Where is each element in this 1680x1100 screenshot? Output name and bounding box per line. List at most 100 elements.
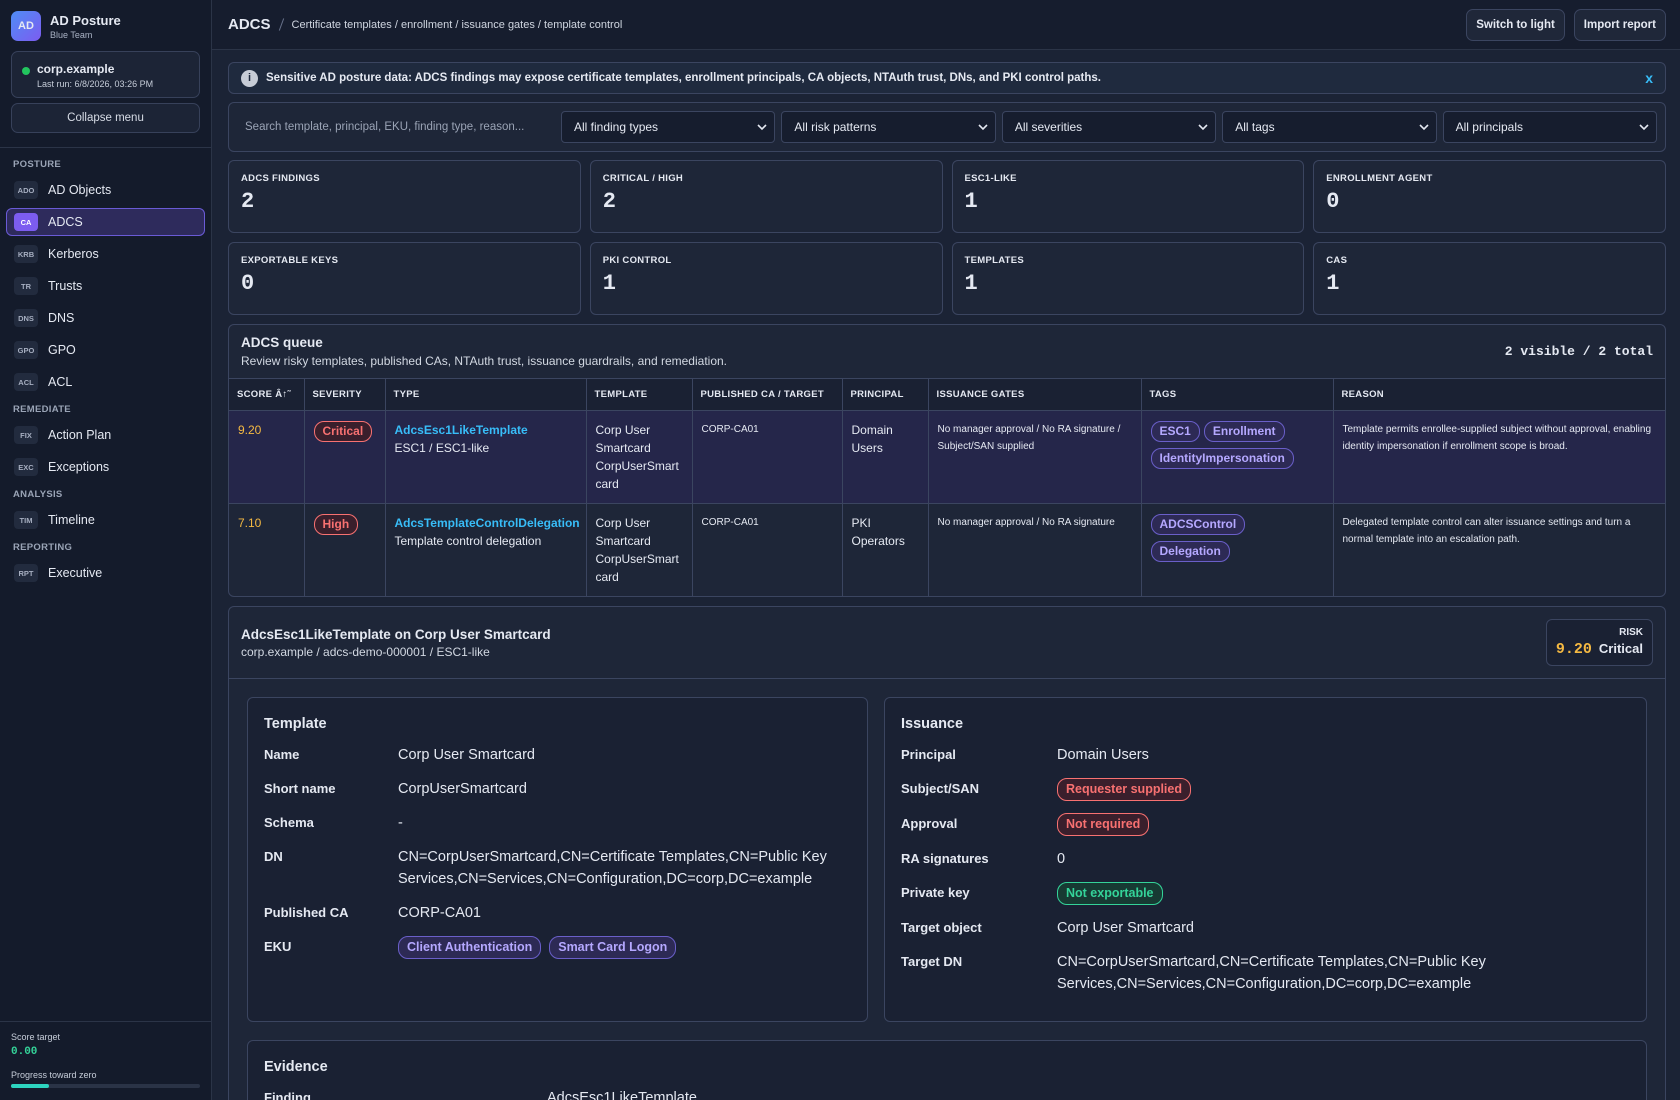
team-name: Blue Team xyxy=(50,29,93,40)
nav-item[interactable]: CA ADCS xyxy=(6,208,205,236)
select-label: All severities xyxy=(1014,120,1083,134)
nav-label: Exceptions xyxy=(48,460,110,474)
nav-item[interactable]: DNS DNS xyxy=(6,304,205,332)
nav-item[interactable]: ADO AD Objects xyxy=(6,176,205,204)
column-header: ISSUANCE GATES xyxy=(928,379,1142,411)
field-label: Name xyxy=(264,747,300,762)
close-button[interactable]: x xyxy=(1645,70,1653,86)
header-button[interactable]: Switch to light xyxy=(1466,8,1565,41)
detail-card: Issuance Principal Domain Users Subject/SAN… xyxy=(884,697,1647,1022)
field-label: Short name xyxy=(264,781,336,796)
nav-item[interactable]: RPT Executive xyxy=(6,559,205,587)
ca-cell: CORP-CA01 xyxy=(692,503,843,596)
filter-select[interactable]: All tags xyxy=(1222,111,1437,143)
nav-label: Kerberos xyxy=(48,247,99,261)
field: Schema - xyxy=(264,812,851,834)
chip: Client Authentication xyxy=(398,936,542,959)
filter-select[interactable]: All severities xyxy=(1001,111,1217,143)
detail-card: Template Name Corp User Smartcard Short nam… xyxy=(247,697,868,1022)
value-text: 0 xyxy=(1057,851,1066,867)
domain-box[interactable]: corp.example Last run: 6/8/2026, 03:26 PM xyxy=(11,51,200,98)
field: Approval Not required xyxy=(901,813,1630,836)
nav-code: DNS xyxy=(14,309,38,327)
nav-label: Timeline xyxy=(48,513,95,527)
filter-select[interactable]: All principals xyxy=(1442,111,1658,143)
domain: corp.example xyxy=(37,62,115,76)
severity-cell: High xyxy=(304,503,386,596)
nav-item[interactable]: FIX Action Plan xyxy=(6,421,205,449)
chip: Requester supplied xyxy=(1057,778,1191,801)
nav-code: EXC xyxy=(14,458,38,476)
column-header[interactable]: SCORE Â↑˜ xyxy=(229,379,305,411)
select-label: All principals xyxy=(1455,120,1523,134)
header-button[interactable]: Import report xyxy=(1573,8,1666,41)
stat-value: 1 xyxy=(964,271,978,296)
brand: AD AD Posture Blue Team xyxy=(0,0,211,51)
nav-item[interactable]: KRB Kerberos xyxy=(6,240,205,268)
search-input[interactable]: Search template, principal, EKU, finding… xyxy=(245,121,525,133)
field: DN CN=CorpUserSmartcard,CN=Certificate Te… xyxy=(264,846,851,890)
breadcrumb: Certificate templates / enrollment / iss… xyxy=(291,18,623,31)
logo: AD xyxy=(11,11,41,41)
column-header: REASON xyxy=(1333,379,1665,411)
field-label: Subject/SAN xyxy=(901,781,980,796)
nav-item[interactable]: EXC Exceptions xyxy=(6,453,205,481)
table-head: SCORE Â↑˜ SEVERITY TYPE TEMPLATE PUBLISHED C… xyxy=(229,379,1665,411)
risk-score: 9.20 xyxy=(1555,641,1592,658)
nav-code: ADO xyxy=(14,181,38,199)
score-cell: 7.10 xyxy=(229,503,305,596)
field: Finding AdcsEsc1LikeTemplate xyxy=(264,1087,1630,1100)
type-link[interactable]: AdcsEsc1LikeTemplate xyxy=(394,423,528,437)
queue-table: SCORE Â↑˜ SEVERITY TYPE TEMPLATE PUBLISHED C… xyxy=(229,379,1665,596)
field: Private key Not exportable xyxy=(901,882,1630,905)
header: ADCS Certificate templates / enrollment /… xyxy=(212,0,1680,50)
nav-item[interactable]: TIM Timeline xyxy=(6,506,205,534)
stat-label: ADCS FINDINGS xyxy=(241,173,320,184)
app-name: AD Posture xyxy=(50,12,121,28)
section-title: REPORTING xyxy=(13,542,73,553)
column-header: TYPE xyxy=(385,379,587,411)
type-cell: AdcsTemplateControlDelegation Template co… xyxy=(385,503,587,596)
filter-select[interactable]: All risk patterns xyxy=(781,111,996,143)
stat-value: 2 xyxy=(602,189,616,214)
stat-value: 2 xyxy=(241,189,255,214)
field-value: Not required xyxy=(1057,813,1157,836)
nav-item[interactable]: GPO GPO xyxy=(6,336,205,364)
nav-label: ACL xyxy=(48,375,73,389)
stat-value: 1 xyxy=(964,189,978,214)
field: Name Corp User Smartcard xyxy=(264,744,851,766)
column-header: SEVERITY xyxy=(304,379,386,411)
type-link[interactable]: AdcsTemplateControlDelegation xyxy=(394,516,580,530)
template-name: Corp User Smartcard xyxy=(595,423,651,455)
stat-card: PKI CONTROL 1 xyxy=(589,242,943,315)
template-short: CorpUserSmartcard xyxy=(595,552,679,584)
nav-item[interactable]: TR Trusts xyxy=(6,272,205,300)
nav-item[interactable]: ACL ACL xyxy=(6,368,205,396)
collapse-button[interactable]: Collapse menu xyxy=(11,103,200,133)
main: ADCS Certificate templates / enrollment /… xyxy=(212,0,1680,1100)
reason: Template permits enrollee-supplied subje… xyxy=(1342,424,1652,452)
chevron xyxy=(978,123,988,130)
stat-label: PKI CONTROL xyxy=(602,255,672,266)
risk-box: RISK 9.20 Critical xyxy=(1545,619,1653,666)
finding-row[interactable]: 7.10 High AdcsTemplateControlDelegation Tem… xyxy=(229,503,1665,596)
value-text: Corp User Smartcard xyxy=(1057,920,1194,936)
finding-row[interactable]: 9.20 Critical AdcsEsc1LikeTemplate ESC1 / E… xyxy=(229,410,1665,504)
stat-card: ADCS FINDINGS 2 xyxy=(228,160,581,233)
progress-bar xyxy=(11,1084,200,1088)
filter-select[interactable]: All finding types xyxy=(561,111,776,143)
detail-subtitle: corp.example / adcs-demo-000001 / ESC1-l… xyxy=(241,644,490,659)
severity-badge: High xyxy=(313,514,359,535)
chevron xyxy=(1639,123,1649,130)
stat-label: EXPORTABLE KEYS xyxy=(241,255,339,266)
field-value: Domain Users xyxy=(1057,744,1149,766)
detail-heading: AdcsEsc1LikeTemplate on Corp User Smartc… xyxy=(241,627,551,659)
status-dot xyxy=(22,67,30,75)
progress-label: Progress toward zero xyxy=(11,1070,97,1080)
reason-cell: Template permits enrollee-supplied subje… xyxy=(1333,410,1665,504)
template-cell: Corp User Smartcard CorpUserSmartcard xyxy=(586,503,693,596)
field-value: 0 xyxy=(1057,848,1065,870)
field-label: Finding xyxy=(264,1090,311,1100)
